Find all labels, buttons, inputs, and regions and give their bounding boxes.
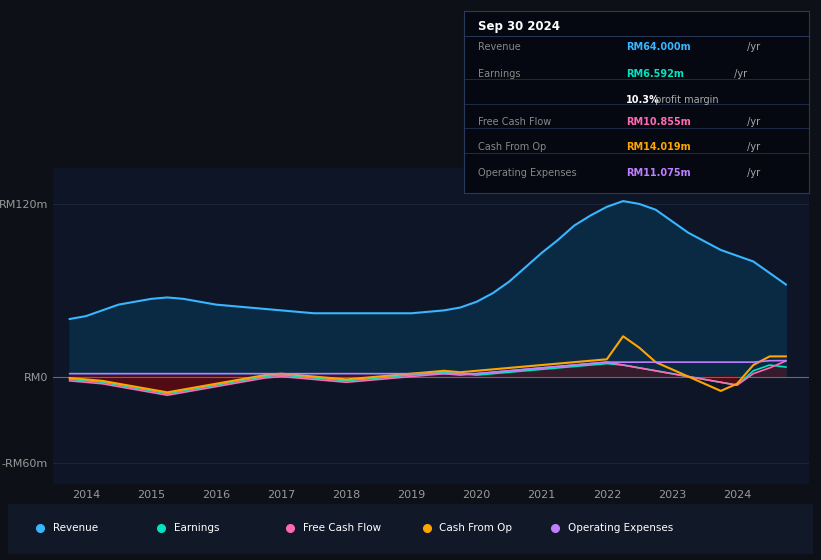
Text: profit margin: profit margin xyxy=(652,95,718,105)
Text: /yr: /yr xyxy=(744,168,760,178)
Text: Free Cash Flow: Free Cash Flow xyxy=(478,117,551,127)
Text: Free Cash Flow: Free Cash Flow xyxy=(303,523,381,533)
Text: RM14.019m: RM14.019m xyxy=(626,142,690,152)
Text: /yr: /yr xyxy=(731,69,747,80)
Text: RM11.075m: RM11.075m xyxy=(626,168,690,178)
Text: RM64.000m: RM64.000m xyxy=(626,42,690,52)
Text: Earnings: Earnings xyxy=(478,69,521,80)
Text: /yr: /yr xyxy=(744,42,760,52)
Text: Revenue: Revenue xyxy=(478,42,521,52)
Text: RM6.592m: RM6.592m xyxy=(626,69,684,80)
Text: Operating Expenses: Operating Expenses xyxy=(478,168,576,178)
Text: Revenue: Revenue xyxy=(53,523,99,533)
Text: Sep 30 2024: Sep 30 2024 xyxy=(478,20,560,33)
Text: Cash From Op: Cash From Op xyxy=(478,142,546,152)
Text: 10.3%: 10.3% xyxy=(626,95,660,105)
Text: Operating Expenses: Operating Expenses xyxy=(568,523,673,533)
Text: /yr: /yr xyxy=(744,117,760,127)
Text: RM10.855m: RM10.855m xyxy=(626,117,690,127)
Text: /yr: /yr xyxy=(744,142,760,152)
Text: Cash From Op: Cash From Op xyxy=(439,523,512,533)
Text: Earnings: Earnings xyxy=(174,523,219,533)
